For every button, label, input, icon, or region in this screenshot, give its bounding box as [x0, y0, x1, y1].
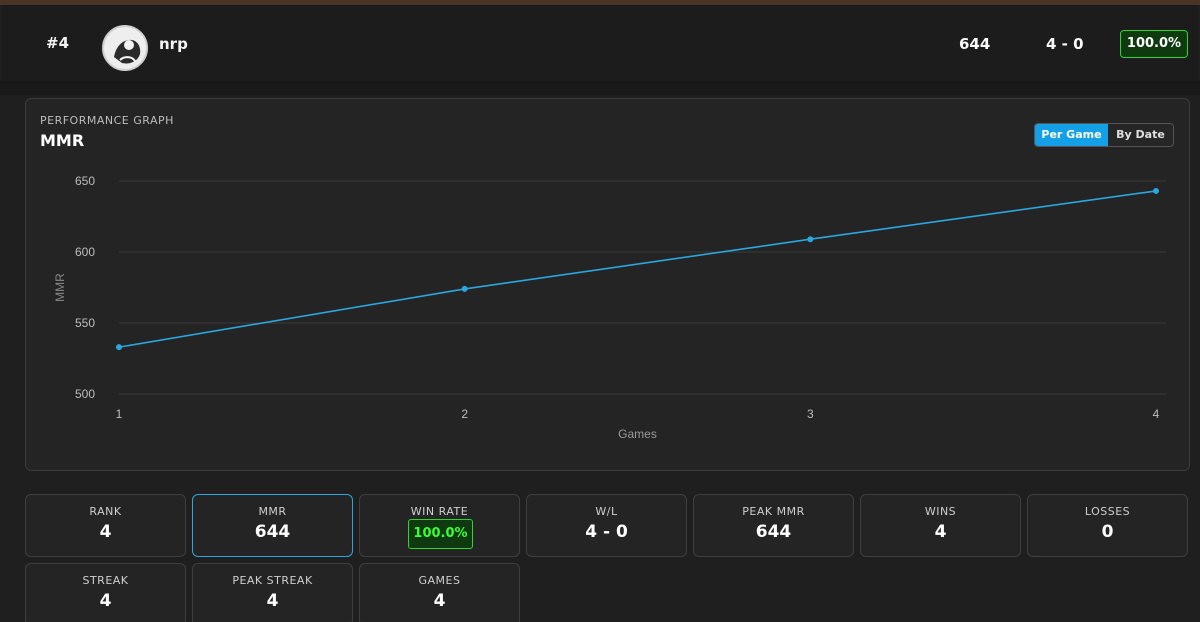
mmr-data-point: [461, 285, 468, 292]
player-rank: #4: [46, 34, 70, 52]
x-tick-label: 4: [1153, 407, 1160, 421]
stat-label: MMR: [258, 505, 287, 518]
stat-card-peak-streak: PEAK STREAK 4: [192, 563, 353, 622]
stat-label: PEAK MMR: [742, 505, 805, 518]
mmr-data-point: [116, 344, 122, 351]
stat-card-wins: WINS 4: [860, 494, 1021, 557]
stat-label: STREAK: [82, 574, 129, 587]
player-row[interactable]: #4 nrp 644 4 - 0 100.0%: [2, 5, 1198, 81]
stat-label: RANK: [89, 505, 122, 518]
stat-card-streak: STREAK 4: [25, 563, 186, 622]
y-tick-label: 650: [75, 174, 95, 188]
stat-value: 644: [254, 522, 291, 542]
stat-card-win-rate: WIN RATE 100.0%: [359, 494, 520, 557]
graph-mode-toggle[interactable]: Per Game By Date: [1034, 123, 1174, 147]
stat-value: 4: [99, 522, 112, 542]
y-tick-label: 550: [75, 316, 95, 330]
stat-card-wl: W/L 4 - 0: [526, 494, 687, 557]
y-tick-label: 600: [75, 245, 95, 259]
x-axis-label: Games: [618, 427, 657, 441]
stat-label: WINS: [924, 505, 957, 518]
y-axis-label: MMR: [53, 273, 67, 302]
stat-card-rank: RANK 4: [25, 494, 186, 557]
mmr-data-point: [807, 236, 814, 243]
avatar[interactable]: [102, 25, 148, 71]
x-tick-label: 1: [116, 407, 123, 421]
mmr-data-point: [1153, 187, 1159, 194]
mmr-series-line: [118, 190, 1157, 348]
player-wl: 4 - 0: [1046, 35, 1084, 53]
stat-value: 644: [755, 522, 792, 542]
stat-label: GAMES: [418, 574, 461, 587]
stat-card-games: GAMES 4: [359, 563, 520, 622]
x-tick-label: 2: [461, 407, 468, 421]
y-tick-label: 500: [75, 387, 95, 401]
player-mmr: 644: [959, 35, 991, 53]
x-tick-label: 3: [807, 407, 814, 421]
stat-value: 4: [99, 591, 112, 611]
stat-value: 4: [266, 591, 279, 611]
stat-value: 4: [934, 522, 947, 542]
graph-title: MMR: [40, 131, 85, 150]
stat-card-peak-mmr: PEAK MMR 644: [693, 494, 854, 557]
divider: [0, 81, 1200, 95]
top-strip: [0, 0, 1200, 5]
graph-kicker: PERFORMANCE GRAPH: [40, 114, 174, 127]
stat-label: WIN RATE: [410, 505, 469, 518]
stat-card-mmr: MMR 644: [192, 494, 353, 557]
by-date-button[interactable]: By Date: [1107, 124, 1173, 146]
stat-label: PEAK STREAK: [232, 574, 313, 587]
stat-value: 4 - 0: [585, 522, 628, 542]
win-rate-badge: 100.0%: [408, 519, 473, 549]
avatar-icon: [104, 27, 146, 69]
stat-label: W/L: [595, 505, 618, 518]
win-rate-badge: 100.0%: [1120, 30, 1188, 58]
per-game-button[interactable]: Per Game: [1035, 124, 1108, 146]
mmr-line-chart: 650 600 550 500 1 2 3 4 Games MMR: [53, 174, 1166, 441]
performance-graph-panel: PERFORMANCE GRAPH MMR Per Game By Date 6…: [25, 98, 1190, 471]
stat-label: LOSSES: [1084, 505, 1131, 518]
player-name[interactable]: nrp: [159, 35, 188, 53]
stat-card-losses: LOSSES 0: [1027, 494, 1188, 557]
stat-value: 0: [1101, 522, 1114, 542]
stat-value: 4: [433, 591, 446, 611]
